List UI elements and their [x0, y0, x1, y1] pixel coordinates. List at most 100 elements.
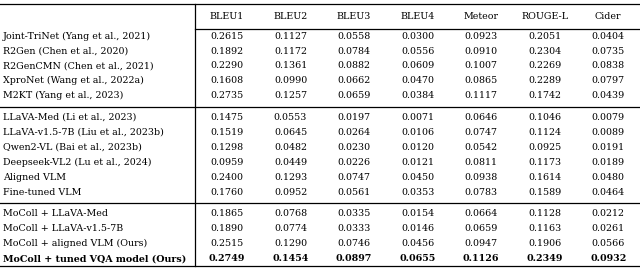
Text: 0.0191: 0.0191	[591, 143, 625, 152]
Text: 0.2289: 0.2289	[528, 76, 561, 85]
Text: MoColl + tuned VQA model (Ours): MoColl + tuned VQA model (Ours)	[3, 254, 186, 263]
Text: 0.0910: 0.0910	[465, 47, 498, 55]
Text: 0.0659: 0.0659	[337, 91, 371, 100]
Text: 0.0783: 0.0783	[465, 188, 498, 197]
Text: 0.0747: 0.0747	[465, 128, 498, 137]
Text: 0.1475: 0.1475	[211, 113, 244, 122]
Text: 0.1046: 0.1046	[528, 113, 561, 122]
Text: 0.0480: 0.0480	[592, 173, 625, 182]
Text: 0.0990: 0.0990	[274, 76, 307, 85]
Text: 0.0646: 0.0646	[465, 113, 498, 122]
Text: 0.1117: 0.1117	[465, 91, 498, 100]
Text: Cider: Cider	[595, 12, 621, 21]
Text: 0.0121: 0.0121	[401, 158, 434, 167]
Text: 0.0464: 0.0464	[591, 188, 625, 197]
Text: Meteor: Meteor	[463, 12, 499, 21]
Text: 0.0264: 0.0264	[337, 128, 371, 137]
Text: 0.0079: 0.0079	[591, 113, 625, 122]
Text: 0.0645: 0.0645	[274, 128, 307, 137]
Text: Qwen2-VL (Bai et al., 2023b): Qwen2-VL (Bai et al., 2023b)	[3, 143, 142, 152]
Text: MoColl + LLaVA-v1.5-7B: MoColl + LLaVA-v1.5-7B	[3, 224, 124, 233]
Text: 0.0553: 0.0553	[274, 113, 307, 122]
Text: ROUGE-L: ROUGE-L	[521, 12, 568, 21]
Text: 0.0450: 0.0450	[401, 173, 434, 182]
Text: 0.2304: 0.2304	[528, 47, 561, 55]
Text: 0.0735: 0.0735	[591, 47, 625, 55]
Text: 0.0089: 0.0089	[591, 128, 625, 137]
Text: 0.1173: 0.1173	[528, 158, 561, 167]
Text: 0.0664: 0.0664	[465, 209, 498, 218]
Text: 0.1290: 0.1290	[274, 239, 307, 248]
Text: Aligned VLM: Aligned VLM	[3, 173, 66, 182]
Text: 0.0404: 0.0404	[592, 32, 625, 41]
Text: 0.1163: 0.1163	[528, 224, 561, 233]
Text: 0.0300: 0.0300	[401, 32, 434, 41]
Text: 0.0768: 0.0768	[274, 209, 307, 218]
Text: 0.0120: 0.0120	[401, 143, 434, 152]
Text: 0.1589: 0.1589	[528, 188, 561, 197]
Text: LLaVA-v1.5-7B (Liu et al., 2023b): LLaVA-v1.5-7B (Liu et al., 2023b)	[3, 128, 164, 137]
Text: 0.1865: 0.1865	[211, 209, 244, 218]
Text: BLEU2: BLEU2	[273, 12, 308, 21]
Text: 0.0230: 0.0230	[337, 143, 371, 152]
Text: 0.0071: 0.0071	[401, 113, 434, 122]
Text: BLEU1: BLEU1	[210, 12, 244, 21]
Text: 0.0470: 0.0470	[401, 76, 434, 85]
Text: MoColl + LLaVA-Med: MoColl + LLaVA-Med	[3, 209, 108, 218]
Text: 0.0384: 0.0384	[401, 91, 434, 100]
Text: 0.0797: 0.0797	[591, 76, 625, 85]
Text: 0.0456: 0.0456	[401, 239, 434, 248]
Text: 0.0959: 0.0959	[211, 158, 244, 167]
Text: 0.0558: 0.0558	[337, 32, 371, 41]
Text: 0.2749: 0.2749	[209, 254, 245, 263]
Text: BLEU4: BLEU4	[401, 12, 435, 21]
Text: R2GenCMN (Chen et al., 2021): R2GenCMN (Chen et al., 2021)	[3, 61, 154, 70]
Text: 0.2400: 0.2400	[211, 173, 243, 182]
Text: 0.0932: 0.0932	[590, 254, 627, 263]
Text: 0.1293: 0.1293	[274, 173, 307, 182]
Text: 0.0106: 0.0106	[401, 128, 434, 137]
Text: 0.1614: 0.1614	[528, 173, 561, 182]
Text: 0.0882: 0.0882	[337, 61, 371, 70]
Text: MoColl + aligned VLM (Ours): MoColl + aligned VLM (Ours)	[3, 239, 147, 248]
Text: LLaVA-Med (Li et al., 2023): LLaVA-Med (Li et al., 2023)	[3, 113, 136, 122]
Text: 0.2349: 0.2349	[527, 254, 563, 263]
Text: 0.1892: 0.1892	[211, 47, 244, 55]
Text: XproNet (Wang et al., 2022a): XproNet (Wang et al., 2022a)	[3, 76, 144, 85]
Text: 0.2515: 0.2515	[211, 239, 244, 248]
Text: 0.0561: 0.0561	[337, 188, 371, 197]
Text: 0.1361: 0.1361	[274, 61, 307, 70]
Text: 0.0197: 0.0197	[337, 113, 371, 122]
Text: 0.0482: 0.0482	[274, 143, 307, 152]
Text: 0.2290: 0.2290	[211, 61, 244, 70]
Text: 0.0938: 0.0938	[465, 173, 498, 182]
Text: 0.0542: 0.0542	[465, 143, 498, 152]
Text: 0.0333: 0.0333	[337, 224, 371, 233]
Text: 0.2269: 0.2269	[528, 61, 561, 70]
Text: 0.0609: 0.0609	[401, 61, 434, 70]
Text: 0.0353: 0.0353	[401, 188, 435, 197]
Text: 0.0662: 0.0662	[337, 76, 371, 85]
Text: 0.0952: 0.0952	[274, 188, 307, 197]
Text: 0.0865: 0.0865	[465, 76, 498, 85]
Text: 0.1128: 0.1128	[528, 209, 561, 218]
Text: 0.0189: 0.0189	[591, 158, 625, 167]
Text: 0.0146: 0.0146	[401, 224, 434, 233]
Text: 0.0811: 0.0811	[465, 158, 498, 167]
Text: 0.1257: 0.1257	[274, 91, 307, 100]
Text: 0.0154: 0.0154	[401, 209, 434, 218]
Text: 0.1298: 0.1298	[211, 143, 244, 152]
Text: 0.0774: 0.0774	[274, 224, 307, 233]
Text: 0.0659: 0.0659	[465, 224, 498, 233]
Text: 0.1124: 0.1124	[528, 128, 561, 137]
Text: 0.0556: 0.0556	[401, 47, 435, 55]
Text: 0.1454: 0.1454	[273, 254, 308, 263]
Text: 0.0784: 0.0784	[337, 47, 371, 55]
Text: 0.0655: 0.0655	[399, 254, 436, 263]
Text: 0.0449: 0.0449	[274, 158, 307, 167]
Text: 0.0947: 0.0947	[465, 239, 498, 248]
Text: 0.1608: 0.1608	[211, 76, 244, 85]
Text: 0.2735: 0.2735	[211, 91, 244, 100]
Text: Deepseek-VL2 (Lu et al., 2024): Deepseek-VL2 (Lu et al., 2024)	[3, 158, 152, 167]
Text: 0.0923: 0.0923	[465, 32, 498, 41]
